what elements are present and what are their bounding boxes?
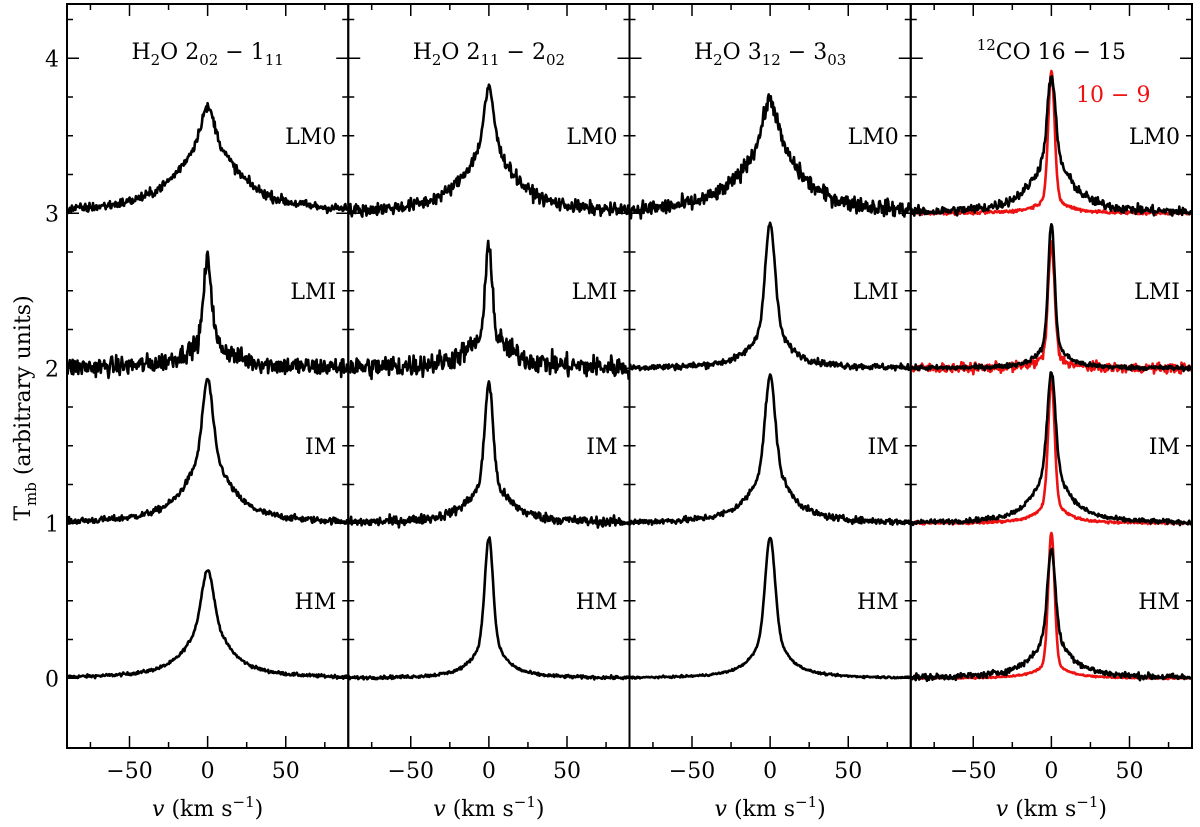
series-im — [67, 377, 349, 526]
x-tick-label: −50 — [950, 759, 996, 784]
panel-2: HM IM LMI LM0 −50 0 50 v (km s−1) H2O 211 − 202 — [347, 3, 631, 822]
series-hm — [67, 569, 349, 680]
panel-3: HM IM LMI LM0 −50 0 50 v (km s−1) H2O 312 − 303 — [628, 3, 912, 822]
label-im: IM — [305, 435, 336, 460]
x-tick-label: 0 — [763, 759, 777, 784]
series-lmi — [67, 250, 349, 380]
label-lm0: LM0 — [566, 125, 617, 150]
x-tick-label: 0 — [482, 759, 496, 784]
x-tick-label: 50 — [1116, 759, 1144, 784]
y-tick-label: 0 — [45, 667, 59, 692]
x-tick-label: 50 — [272, 759, 300, 784]
series-im — [348, 380, 630, 529]
label-hm: HM — [295, 590, 337, 615]
panel-title: H2O 211 − 202 — [413, 40, 565, 69]
panel-4-series — [910, 69, 1192, 683]
label-lmi: LMI — [290, 280, 336, 305]
series-hm — [348, 536, 630, 681]
series-hm — [629, 536, 911, 680]
series-im — [910, 371, 1192, 527]
x-tick-label: −50 — [669, 759, 715, 784]
series-lmi-10-9 — [910, 240, 1192, 376]
panel-1: HM IM LMI LM0 −50 0 50 0 1 2 3 4 v (km s−1) H2O 202 −… — [45, 3, 350, 822]
x-tick-label: 50 — [553, 759, 581, 784]
x-tick-label: −50 — [388, 759, 434, 784]
y-tick-label: 2 — [45, 357, 59, 382]
label-im: IM — [586, 435, 617, 460]
label-lmi: LMI — [1134, 280, 1180, 305]
panel-title: H2O 312 − 303 — [694, 40, 846, 69]
label-hm: HM — [576, 590, 618, 615]
label-hm: HM — [857, 590, 899, 615]
panel-4: HM IM LMI LM0 −50 0 50 v (km s−1) 12CO 16 − 15 10… — [909, 3, 1193, 822]
label-im: IM — [868, 435, 899, 460]
series-lm0 — [67, 101, 349, 215]
series-im — [629, 373, 911, 526]
series-lmi — [629, 221, 911, 372]
series-lm0 — [910, 75, 1192, 217]
x-tick-label: 50 — [834, 759, 862, 784]
panel-1-series — [67, 101, 349, 680]
label-lm0: LM0 — [848, 125, 899, 150]
label-lmi: LMI — [572, 280, 618, 305]
panels-layer: HM IM LMI LM0 −50 0 50 0 1 2 3 4 v (km s−1) H2O 202 −… — [45, 3, 1193, 822]
panel-3-series — [629, 93, 911, 680]
series-hm — [910, 547, 1192, 683]
x-tick-label: 0 — [1044, 759, 1058, 784]
label-lmi: LMI — [853, 280, 899, 305]
red-series-label: 10 − 9 — [1076, 83, 1150, 108]
x-tick-label: −50 — [106, 759, 152, 784]
x-axis-label: v (km s−1) — [715, 793, 826, 822]
panel-title: 12CO 16 − 15 — [977, 36, 1126, 65]
y-axis-label: Tmb (arbitrary units) — [11, 295, 40, 520]
panel-2-series — [348, 83, 630, 681]
series-lmi — [910, 223, 1192, 373]
series-lm0 — [348, 83, 630, 218]
y-tick-label: 1 — [45, 512, 59, 537]
y-tick-label: 3 — [45, 202, 59, 227]
x-axis-label: v (km s−1) — [433, 793, 544, 822]
label-hm: HM — [1138, 590, 1180, 615]
x-tick-label: 0 — [201, 759, 215, 784]
x-axis-label: v (km s−1) — [996, 793, 1107, 822]
label-lm0: LM0 — [1129, 125, 1180, 150]
y-tick-label: 4 — [45, 47, 59, 72]
series-lmi — [348, 239, 630, 381]
series-lm0 — [629, 93, 911, 220]
x-axis-label: v (km s−1) — [152, 793, 263, 822]
label-lm0: LM0 — [285, 125, 336, 150]
panel-title: H2O 202 − 111 — [131, 40, 283, 69]
label-im: IM — [1149, 435, 1180, 460]
